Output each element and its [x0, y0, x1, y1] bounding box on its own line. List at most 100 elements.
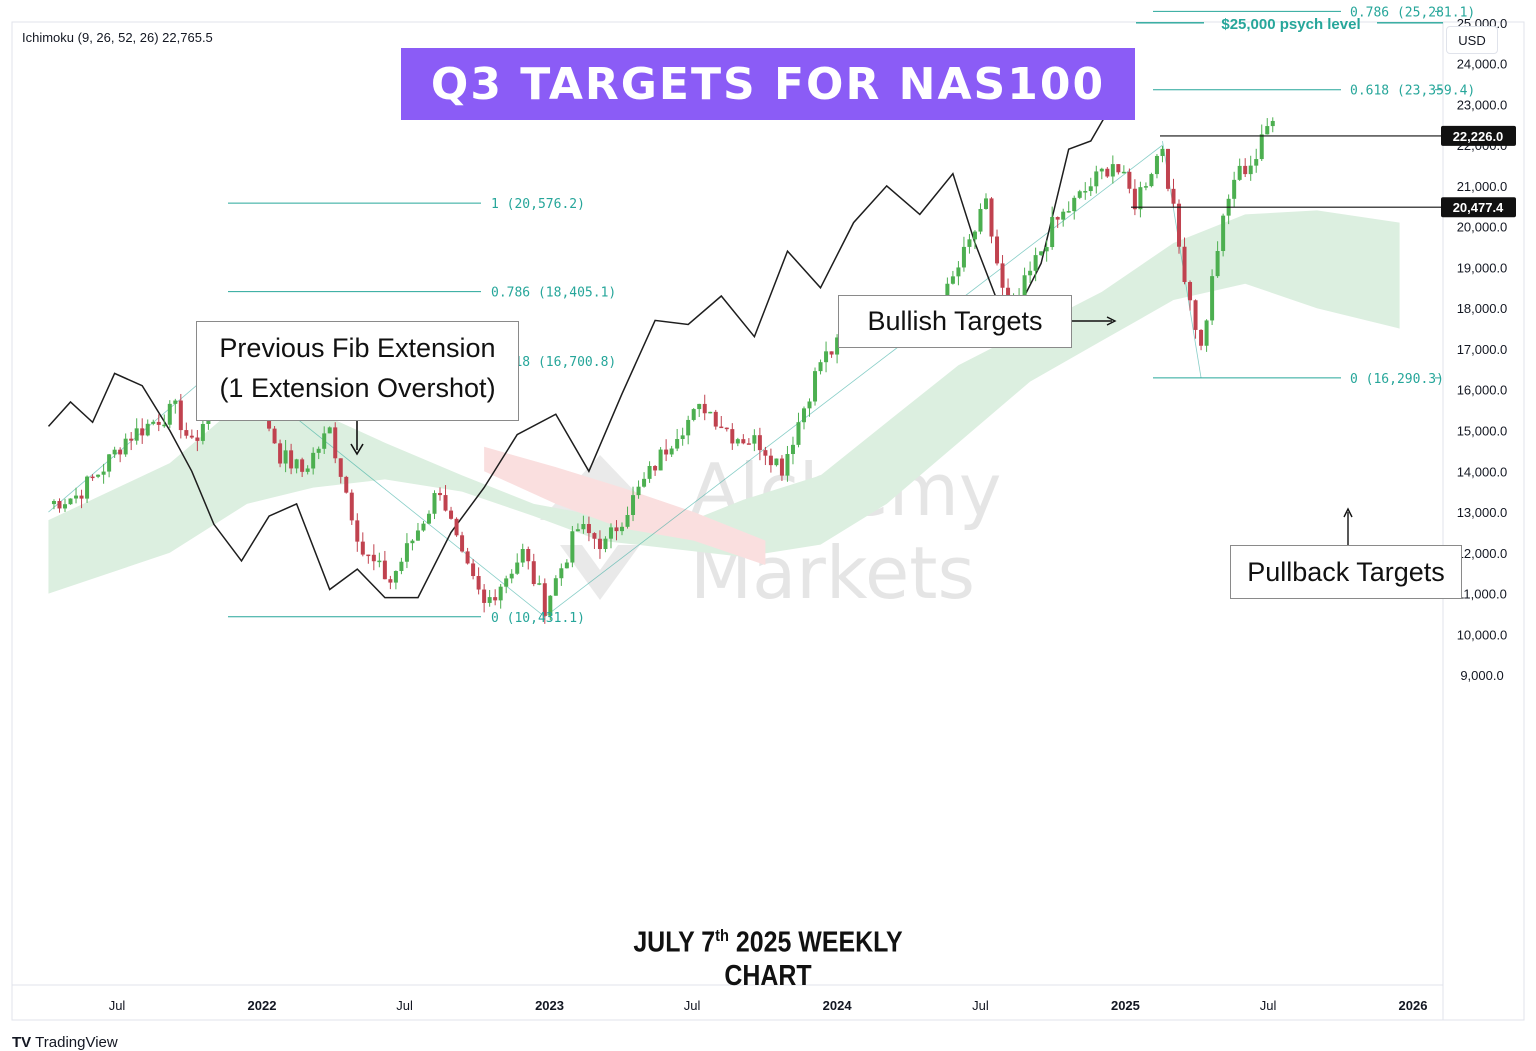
candle-body [1088, 186, 1093, 192]
currency-badge[interactable]: USD [1446, 26, 1498, 54]
subtitle-sup: th [715, 926, 729, 945]
candle-body [1044, 247, 1049, 252]
candle-body [597, 538, 602, 550]
candle-body [1237, 165, 1242, 180]
candle [1127, 168, 1132, 194]
candle [1055, 216, 1060, 228]
candle [388, 575, 393, 590]
candle-body [189, 435, 194, 438]
candle-body [74, 495, 79, 499]
candle [1083, 182, 1088, 200]
candle [553, 575, 558, 596]
candle [90, 474, 95, 481]
price-tag-label: 22,226.0 [1453, 129, 1504, 144]
candle-body [426, 513, 431, 524]
candle [421, 521, 426, 532]
candle-body [101, 471, 106, 475]
tradingview-brand: TradingView [35, 1034, 118, 1051]
candle [1160, 146, 1165, 163]
candle [63, 498, 68, 512]
pullback-targets-label: Pullback Targets [1247, 557, 1445, 587]
candle-body [272, 428, 277, 444]
candle [404, 533, 409, 569]
candle-body [835, 337, 840, 355]
candle [178, 393, 183, 439]
x-tick-label: 2026 [1399, 998, 1428, 1013]
candle [1066, 201, 1071, 213]
candle [967, 234, 972, 254]
candle [570, 525, 575, 568]
candle-body [443, 495, 448, 511]
candle-body [151, 421, 156, 424]
candle-body [482, 589, 487, 603]
candle [145, 419, 150, 437]
candle [642, 472, 647, 488]
tradingview-footer[interactable]: TV TradingView [12, 1034, 118, 1051]
candle [476, 567, 481, 595]
price-tag-bg [1441, 125, 1516, 146]
y-tick-label: 11,000.0 [1457, 587, 1507, 602]
candle-body [1188, 281, 1193, 301]
candle [713, 409, 718, 430]
chart-border [11, 21, 1525, 1021]
candle-body [581, 524, 586, 530]
candle-body [559, 568, 564, 579]
candle [355, 513, 360, 552]
candle [509, 569, 514, 584]
candle-body [344, 476, 349, 493]
candle-body [438, 493, 443, 496]
candle [675, 428, 680, 452]
candle [195, 429, 200, 452]
candle-body [730, 429, 735, 444]
candle [597, 530, 602, 559]
candle-body [355, 520, 360, 542]
candle [1121, 165, 1126, 174]
candle-body [774, 458, 779, 466]
candle-body [1143, 186, 1148, 188]
candle-body [421, 523, 426, 531]
candle-body [719, 426, 724, 429]
candle-body [1248, 165, 1253, 175]
candle-body [746, 443, 751, 445]
fib-level-label: 1 (20,576.2) [491, 197, 585, 212]
x-tick-label: Jul [972, 998, 989, 1013]
candle [818, 359, 823, 375]
candle [1138, 181, 1143, 218]
candle-body [542, 583, 547, 616]
candle [564, 559, 569, 569]
x-tick-label: 2025 [1111, 998, 1140, 1013]
candle [1177, 199, 1182, 254]
candle [1050, 206, 1055, 250]
indicator-legend[interactable]: Ichimoku (9, 26, 52, 26) 22,765.5 [22, 30, 213, 45]
candle-body [978, 208, 983, 232]
candle [454, 517, 459, 537]
candle-body [85, 476, 90, 499]
candle-body [1055, 217, 1060, 220]
candle [1088, 177, 1093, 197]
candle-body [592, 533, 597, 539]
candle [399, 557, 404, 575]
candle [746, 438, 751, 445]
y-tick-label: 18,000.0 [1457, 301, 1508, 316]
candle [426, 510, 431, 525]
candle-body [669, 448, 674, 455]
x-tick-label: 2022 [248, 998, 277, 1013]
candle [498, 584, 503, 609]
candle-body [173, 400, 178, 404]
candle [1099, 167, 1104, 180]
candle-body [504, 578, 509, 587]
candle-body [741, 439, 746, 444]
candle-body [564, 562, 569, 569]
candle [1116, 164, 1121, 175]
candle [57, 498, 62, 513]
candle-body [735, 439, 740, 444]
candle [1232, 171, 1237, 208]
candle-body [796, 422, 801, 445]
candle-body [1204, 320, 1209, 346]
candle-body [631, 495, 636, 515]
candle [1193, 299, 1198, 339]
candle-body [614, 527, 619, 532]
candle-body [1165, 148, 1170, 189]
candle-body [316, 448, 321, 453]
